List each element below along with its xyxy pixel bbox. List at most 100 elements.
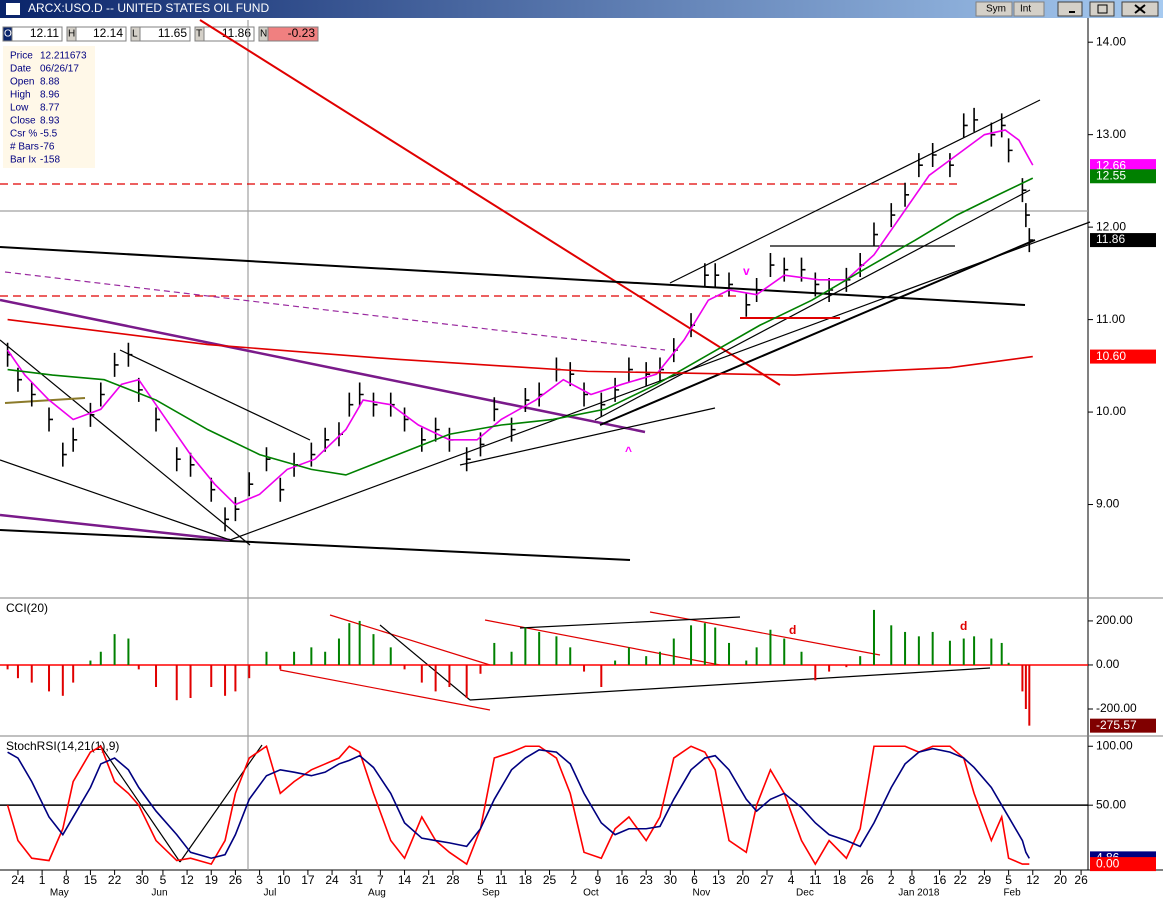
price-bar [931, 143, 937, 168]
price-bar [1021, 178, 1027, 203]
annotation: ^ [625, 444, 632, 458]
trendline [594, 189, 1031, 421]
cci-bar [493, 642, 496, 665]
cci-bar [538, 631, 541, 665]
axis-value-label: 0.00 [1096, 856, 1120, 870]
price-bar [99, 382, 105, 407]
x-tick-label: 5 [1005, 873, 1012, 887]
price-bar [769, 253, 775, 278]
cci-bar [973, 636, 976, 665]
cci-bar [89, 660, 92, 665]
info-value: -158 [40, 155, 60, 166]
right-axis-bg [1088, 18, 1163, 899]
info-panel: Price 12.211673 Date 06/26/17 Open 8.88 High 8.… [3, 46, 95, 168]
price-bar [1007, 138, 1013, 163]
cci-bar [569, 647, 572, 665]
price-bar [600, 392, 606, 417]
x-tick-label: 12 [180, 873, 194, 887]
cci-bar [800, 651, 803, 665]
cci-bar [1028, 664, 1031, 726]
cci-bar [448, 664, 451, 687]
info-value: 06/26/17 [40, 64, 79, 75]
cci-bar [645, 656, 648, 665]
price-bar [224, 507, 230, 532]
cci-bar [279, 664, 282, 670]
app-icon [6, 3, 20, 15]
minimize-button[interactable] [1057, 1, 1083, 17]
cci-bar [690, 625, 693, 665]
x-tick-label: 20 [736, 873, 750, 887]
cci-bar [948, 640, 951, 665]
cci-bar [372, 634, 375, 665]
window-title: ARCX:USO.D -- UNITED STATES OIL FUND [28, 1, 269, 15]
x-tick-label: 10 [277, 873, 291, 887]
annotation: d [960, 619, 967, 633]
x-tick-label: 15 [84, 873, 98, 887]
info-value: 8.96 [40, 90, 60, 101]
info-label: Bar Ix [10, 155, 36, 166]
series-line [6, 744, 1030, 866]
x-tick-label: 26 [860, 873, 874, 887]
month-label: May [50, 888, 69, 899]
trendline [199, 19, 781, 386]
y-tick-label: 100.00 [1096, 738, 1133, 752]
price-bar [62, 442, 67, 467]
cci-trendline [379, 624, 471, 701]
quote-row: O 12.11 H 12.14 L 11.65 T 11.86 N -0.23 [2, 26, 319, 42]
x-tick-label: 22 [108, 873, 122, 887]
y-tick-label: 200.00 [1096, 613, 1133, 627]
price-bar [348, 392, 354, 417]
price-bar [465, 447, 471, 472]
cci-bar [814, 664, 817, 681]
x-tick-label: 25 [543, 873, 557, 887]
price-bar [89, 402, 95, 427]
x-tick-label: 29 [978, 873, 992, 887]
price-bar [493, 397, 499, 422]
series-line [6, 129, 1034, 506]
sym-button[interactable] [975, 1, 1013, 17]
y-tick-label: 10.00 [1096, 404, 1126, 418]
price-bar [990, 122, 996, 147]
trendline [4, 397, 86, 404]
y-tick-label: 9.00 [1096, 497, 1120, 511]
trendline [0, 529, 631, 561]
cci-bar [769, 629, 772, 665]
month-label: Dec [796, 888, 814, 899]
cci-bar [479, 664, 482, 674]
y-tick-label: 11.00 [1096, 312, 1125, 326]
cci-bar [872, 609, 875, 665]
x-tick-label: 3 [256, 873, 263, 887]
price-bar [904, 182, 910, 207]
x-tick-label: 24 [11, 873, 25, 887]
int-button[interactable] [1013, 1, 1045, 17]
cci-bar [434, 664, 437, 692]
info-value: -76 [40, 142, 55, 153]
x-tick-label: 23 [639, 873, 653, 887]
trendline [0, 513, 231, 542]
cci-bar [990, 638, 993, 665]
series-line [7, 747, 1031, 860]
panel-title: StochRSI(14,21(1),9) [6, 739, 119, 753]
x-tick-label: 5 [160, 873, 167, 887]
x-tick-label: 28 [446, 873, 460, 887]
info-label: Low [10, 103, 29, 114]
cci-bar [113, 634, 116, 665]
cci-bar [99, 651, 102, 665]
maximize-button[interactable] [1089, 1, 1115, 17]
cci-bar [1021, 664, 1024, 692]
y-tick-label: 14.00 [1096, 34, 1126, 48]
price-bar [704, 263, 709, 288]
quote-value-box [75, 26, 127, 42]
price-bar [358, 382, 364, 407]
month-label: Feb [1003, 888, 1021, 899]
trendline [459, 407, 716, 466]
price-bar [48, 407, 54, 432]
axis-value-box [1090, 718, 1156, 733]
price-bar [614, 377, 620, 402]
price-bar [783, 257, 789, 282]
x-tick-label: 1 [39, 873, 46, 887]
price-bar [421, 427, 426, 452]
y-tick-label: 12.00 [1096, 219, 1126, 233]
cci-bar [403, 664, 406, 670]
price-bar [17, 367, 22, 392]
